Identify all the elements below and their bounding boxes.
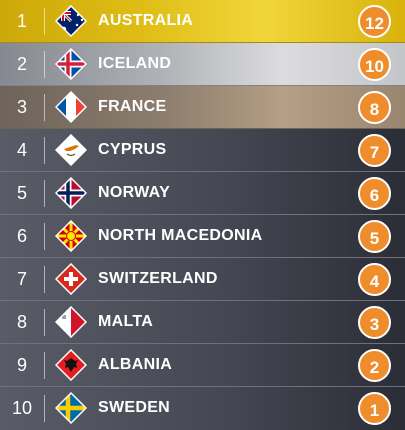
iceland-flag-icon [55,48,87,80]
australia-flag-icon [55,5,87,37]
scoreboard-row-australia: 1 AUSTRALIA 12 [0,0,405,43]
scoreboard-row-malta: 8 MALTA 3 [0,301,405,344]
row-divider [44,309,45,336]
rank-number: 5 [16,183,27,203]
points-badge: 7 [358,134,391,167]
rank-number: 1 [16,11,27,31]
scoreboard-row-cyprus: 4 CYPRUS 7 [0,129,405,172]
row-divider [44,352,45,379]
norway-flag-icon [55,177,87,209]
rank-number: 10 [11,398,33,418]
albania-flag-icon [55,349,87,381]
scoreboard-row-switzerland: 7 SWITZERLAND 4 [0,258,405,301]
country-name: NORWAY [98,184,171,201]
points-badge: 2 [358,349,391,382]
switzerland-flag-icon [55,263,87,295]
scoreboard-row-iceland: 2 ICELAND 10 [0,43,405,86]
rank-number: 6 [16,226,27,246]
country-name: AUSTRALIA [98,12,194,29]
cyprus-flag-icon [55,134,87,166]
north-macedonia-flag-icon [55,220,87,252]
row-divider [44,223,45,250]
points-badge: 6 [358,177,391,210]
rank-number: 8 [16,312,27,332]
country-name: MALTA [98,313,154,330]
points-badge: 10 [358,48,391,81]
rank-number: 3 [16,97,27,117]
rank-number: 9 [16,355,27,375]
country-name: FRANCE [98,98,167,115]
rank-number: 4 [16,140,27,160]
points-badge: 12 [358,5,391,38]
rank-number: 7 [16,269,27,289]
country-name: SWEDEN [98,399,171,416]
country-name: SWITZERLAND [98,270,218,287]
malta-flag-icon [55,306,87,338]
scoreboard-row-norway: 5 NORWAY 6 [0,172,405,215]
country-name: ALBANIA [98,356,173,373]
rank-number: 2 [16,54,27,74]
scoreboard-row-sweden: 10 SWEDEN 1 [0,387,405,430]
row-divider [44,395,45,422]
points-badge: 8 [358,91,391,124]
scoreboard-row-albania: 9 ALBANIA 2 [0,344,405,387]
points-badge: 4 [358,263,391,296]
scoreboard-row-france: 3 FRANCE 8 [0,86,405,129]
row-divider [44,137,45,164]
row-divider [44,266,45,293]
country-name: ICELAND [98,55,172,72]
scoreboard-row-north-macedonia: 6 NORTH MACEDONIA 5 [0,215,405,258]
points-badge: 3 [358,306,391,339]
row-divider [44,94,45,121]
points-badge: 5 [358,220,391,253]
row-divider [44,8,45,35]
points-badge: 1 [358,392,391,425]
country-name: CYPRUS [98,141,167,158]
row-divider [44,51,45,78]
row-divider [44,180,45,207]
country-name: NORTH MACEDONIA [98,227,263,244]
sweden-flag-icon [55,392,87,424]
france-flag-icon [55,91,87,123]
